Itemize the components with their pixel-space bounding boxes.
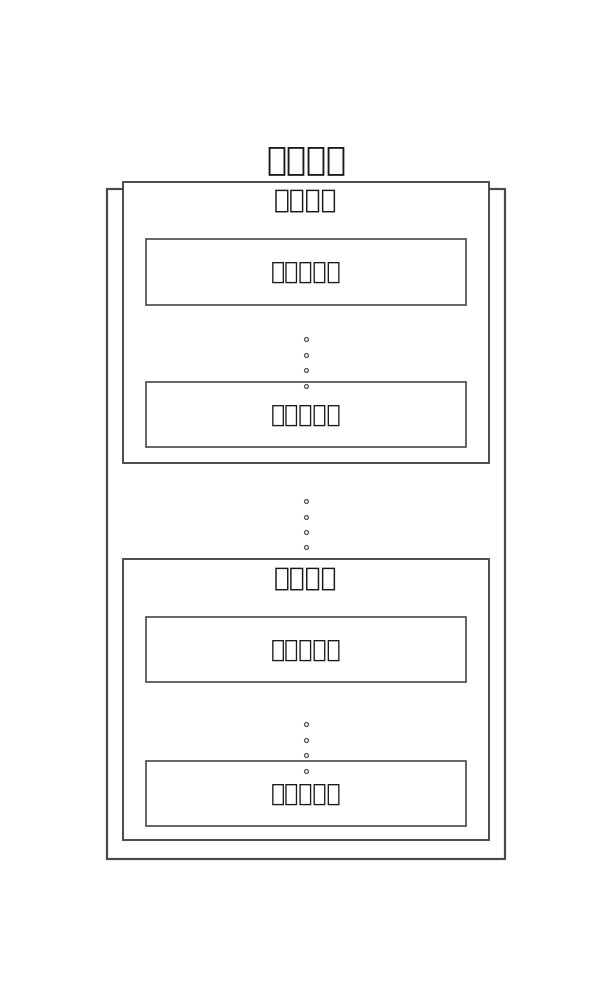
Bar [146, 239, 466, 305]
Text: 单体蓄电池: 单体蓄电池 [270, 260, 341, 284]
Bar [146, 617, 466, 682]
Bar [107, 189, 505, 859]
Text: 储能模块: 储能模块 [274, 565, 338, 591]
Bar [123, 182, 489, 463]
Text: 单体蓄电池: 单体蓄电池 [270, 781, 341, 805]
Text: 储能模块: 储能模块 [274, 188, 338, 214]
Bar [123, 559, 489, 840]
Text: 储能单元: 储能单元 [266, 144, 346, 177]
Bar [146, 382, 466, 447]
Text: 单体蓄电池: 单体蓄电池 [270, 637, 341, 661]
Bar [146, 761, 466, 826]
Text: 单体蓄电池: 单体蓄电池 [270, 403, 341, 427]
